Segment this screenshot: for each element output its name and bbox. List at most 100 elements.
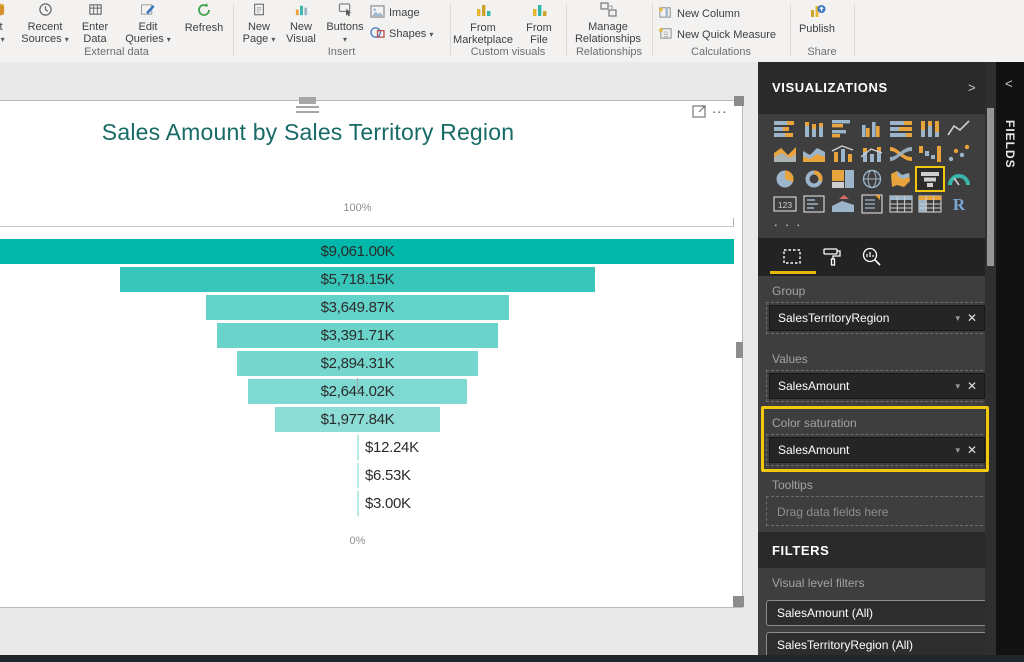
enter-data-button[interactable]: Enter Data: [72, 2, 118, 45]
fields-pane-tab-icon[interactable]: [780, 245, 804, 269]
chevron-down-icon[interactable]: ▾: [955, 381, 960, 391]
waterfall-chart-icon[interactable]: [917, 143, 943, 165]
shapes-button[interactable]: Shapes ▾: [370, 26, 433, 42]
treemap-icon[interactable]: [830, 168, 856, 190]
field-pill-text: SalesTerritoryRegion: [778, 311, 890, 325]
fields-panel-collapsed[interactable]: < FIELDS: [996, 62, 1024, 662]
card-icon[interactable]: 123: [772, 193, 798, 215]
manage-relationships-button[interactable]: Manage Relationships: [568, 2, 648, 45]
multi-row-card-icon[interactable]: [801, 193, 827, 215]
100-stacked-column-chart-icon[interactable]: [917, 118, 943, 140]
area-chart-icon[interactable]: [772, 143, 798, 165]
clustered-column-chart-icon[interactable]: [859, 118, 885, 140]
panel-scrollbar[interactable]: [985, 62, 996, 662]
map-icon[interactable]: [859, 168, 885, 190]
slicer-icon[interactable]: [859, 193, 885, 215]
remove-field-icon[interactable]: ✕: [966, 379, 977, 393]
stacked-column-chart-icon[interactable]: [801, 118, 827, 140]
line-stacked-column-chart-icon[interactable]: [859, 143, 885, 165]
recent-sources-button[interactable]: Recent Sources ▾: [18, 2, 72, 46]
well-values[interactable]: SalesAmount ▾ ✕: [766, 370, 988, 402]
gauge-icon[interactable]: [946, 168, 972, 190]
chevron-down-icon[interactable]: ▾: [955, 313, 960, 323]
from-marketplace-button[interactable]: From Marketplace: [450, 2, 516, 46]
100-stacked-bar-chart-icon[interactable]: [888, 118, 914, 140]
publish-button[interactable]: Publish: [794, 2, 840, 35]
edit-queries-button[interactable]: Edit Queries ▾: [118, 2, 178, 46]
from-marketplace-icon: [450, 2, 516, 21]
stacked-bar-chart-icon[interactable]: [772, 118, 798, 140]
buttons-button[interactable]: Buttons ▾: [322, 2, 368, 46]
funnel-bar[interactable]: [356, 463, 359, 488]
line-clustered-column-chart-icon[interactable]: [830, 143, 856, 165]
fields-expand-chevron[interactable]: <: [1005, 76, 1013, 91]
resize-handle-right[interactable]: [736, 342, 743, 358]
funnel-bar[interactable]: [237, 351, 478, 376]
r-script-icon[interactable]: R: [946, 193, 972, 215]
pie-chart-icon[interactable]: [772, 168, 798, 190]
edit-queries-icon: [118, 2, 178, 20]
new-visual-icon: [280, 2, 322, 20]
well-group[interactable]: SalesTerritoryRegion ▾ ✕: [766, 302, 988, 334]
analytics-pane-tab-icon[interactable]: [860, 245, 884, 269]
field-pill-values[interactable]: SalesAmount ▾ ✕: [769, 373, 985, 399]
format-pane-tab-icon[interactable]: [820, 245, 844, 269]
filter-pill[interactable]: SalesTerritoryRegion (All): [766, 632, 988, 658]
panel-collapse-chevron[interactable]: >: [968, 80, 976, 95]
refresh-button[interactable]: Refresh: [178, 2, 230, 34]
new-page-button[interactable]: New Page ▾: [236, 2, 282, 46]
funnel-bar[interactable]: [356, 435, 359, 460]
kpi-icon[interactable]: [830, 193, 856, 215]
image-button[interactable]: Image: [370, 5, 420, 21]
new-quick-measure-icon: [658, 26, 673, 43]
new-quick-measure-button[interactable]: New Quick Measure: [658, 26, 776, 43]
enter-data-icon: [72, 2, 118, 20]
funnel-bar[interactable]: [356, 491, 359, 516]
funnel-bar[interactable]: [275, 407, 440, 432]
new-page-icon: [236, 2, 282, 20]
clustered-bar-chart-icon[interactable]: [830, 118, 856, 140]
funnel-bar[interactable]: [0, 239, 734, 264]
funnel-chart-icon[interactable]: [915, 166, 945, 192]
resize-handle-top-right[interactable]: [734, 96, 744, 106]
line-chart-icon[interactable]: [946, 118, 972, 140]
ribbon-group-label: Custom visuals: [470, 46, 546, 58]
remove-field-icon[interactable]: ✕: [966, 443, 977, 457]
from-file-button[interactable]: From File: [516, 2, 562, 46]
focus-mode-icon[interactable]: [691, 103, 709, 119]
visual-drag-grip[interactable]: [299, 97, 316, 104]
visual-type-grid: 123 R: [772, 118, 978, 218]
report-canvas[interactable]: ... Sales Amount by Sales Territory Regi…: [0, 62, 758, 662]
new-visual-button[interactable]: New Visual: [280, 2, 322, 45]
funnel-visual-container[interactable]: ... Sales Amount by Sales Territory Regi…: [0, 96, 744, 608]
well-tooltips[interactable]: Drag data fields here: [766, 496, 988, 526]
funnel-bar[interactable]: [205, 295, 510, 320]
field-pill-group[interactable]: SalesTerritoryRegion ▾ ✕: [769, 305, 985, 331]
buttons-icon: [322, 2, 368, 20]
stacked-area-chart-icon[interactable]: [801, 143, 827, 165]
resize-handle-bottom-right[interactable]: [733, 596, 744, 607]
scatter-chart-icon[interactable]: [946, 143, 972, 165]
funnel-bar[interactable]: [119, 267, 596, 292]
field-pill-color-saturation[interactable]: SalesAmount ▾ ✕: [769, 437, 985, 463]
ribbon-chart-icon[interactable]: [888, 143, 914, 165]
donut-chart-icon[interactable]: [801, 168, 827, 190]
get-data-button[interactable]: eta ▾: [0, 2, 26, 46]
filled-map-icon[interactable]: [888, 168, 914, 190]
table-icon[interactable]: [888, 193, 914, 215]
funnel-bar[interactable]: [216, 323, 499, 348]
well-color-saturation[interactable]: SalesAmount ▾ ✕: [766, 434, 988, 466]
visual-options-ellipsis[interactable]: ...: [712, 100, 728, 117]
remove-field-icon[interactable]: ✕: [966, 311, 977, 325]
matrix-icon[interactable]: [917, 193, 943, 215]
axis-tick: [733, 218, 734, 226]
more-visuals-dots[interactable]: . . .: [774, 214, 803, 229]
funnel-bar-label: $3,649.87K: [320, 299, 395, 316]
ribbon-group-separator: [790, 4, 791, 56]
from-file-icon: [516, 2, 562, 21]
new-column-button[interactable]: New Column: [658, 5, 740, 22]
chevron-down-icon[interactable]: ▾: [955, 445, 960, 455]
filter-pill[interactable]: SalesAmount (All): [766, 600, 988, 626]
panel-scrollbar-thumb[interactable]: [987, 108, 994, 266]
